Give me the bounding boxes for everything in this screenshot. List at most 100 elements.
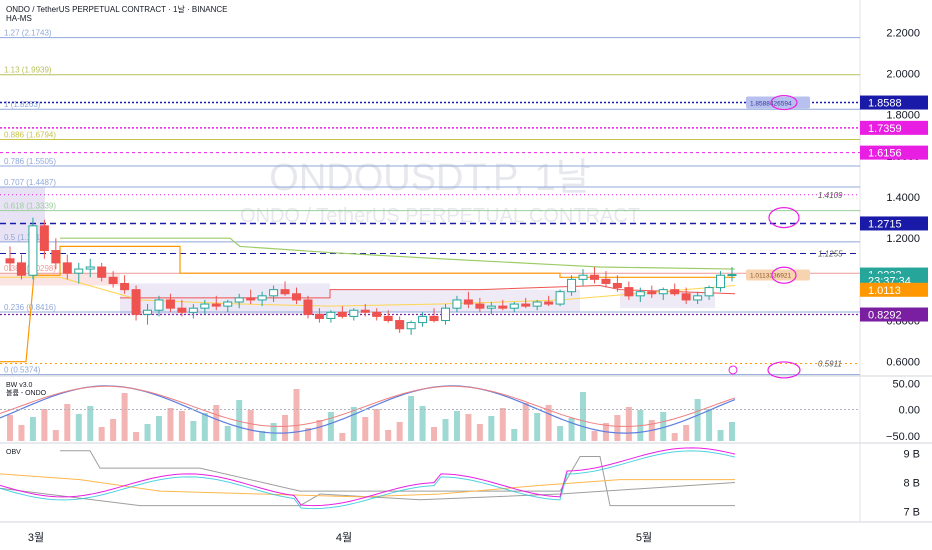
candle-body	[177, 307, 187, 313]
time-axis-label: 5월	[636, 531, 652, 544]
volume-bar	[511, 429, 518, 441]
candle-body	[188, 307, 198, 313]
volume-bar	[683, 425, 690, 441]
volume-bar	[706, 409, 713, 441]
trend-line	[60, 237, 736, 270]
highlight-circle	[767, 361, 801, 379]
obv-line	[0, 447, 736, 507]
fib-level-label: 1 (1.8263)	[4, 100, 41, 109]
volume-bar	[614, 415, 621, 441]
candle-body	[612, 282, 622, 289]
volume-bar	[270, 423, 277, 441]
volume-bar	[568, 418, 575, 441]
candle-body	[257, 295, 267, 301]
candle-body	[303, 299, 313, 315]
candle-body	[647, 291, 657, 295]
candle-body	[727, 274, 737, 277]
volume-bar	[155, 416, 162, 441]
volume-bar	[694, 399, 701, 441]
price-tag: 0.8292	[868, 310, 902, 322]
price-axis-tick: 1.4000	[886, 192, 920, 204]
volume-bar	[557, 426, 564, 441]
candle-body	[337, 311, 347, 317]
volume-bar	[396, 422, 403, 441]
bw-axis-tick: 0.00	[899, 405, 920, 417]
candle-body	[658, 289, 668, 295]
candle-body	[120, 282, 130, 291]
resistance-step-line	[120, 285, 736, 299]
candle-body	[635, 291, 645, 297]
candle-body	[521, 303, 531, 307]
price-tag: 1.8588	[868, 98, 902, 110]
fib-level-label: 0.5 (1.1818)	[4, 233, 47, 242]
price-tag-bg	[860, 307, 928, 322]
volume-bar	[476, 424, 483, 441]
price-axis-tick: 2.2000	[886, 27, 920, 39]
candle-body	[62, 262, 72, 274]
candle-body	[486, 305, 496, 309]
price-tag-bg	[860, 282, 928, 297]
candle-body	[85, 266, 95, 270]
candle-body	[223, 301, 233, 307]
candle-body	[624, 287, 634, 297]
volume-bar	[121, 393, 128, 441]
volume-bar	[499, 408, 506, 441]
candle-body	[693, 295, 703, 301]
volume-bar	[385, 430, 392, 441]
price-tag-bg	[860, 145, 928, 160]
volume-bar	[488, 416, 495, 441]
candle-body	[589, 274, 599, 280]
volume-bar	[350, 407, 357, 441]
candle-body	[326, 311, 336, 319]
obv-axis-tick: 7 B	[903, 506, 920, 518]
volume-bar	[316, 420, 323, 441]
fib-level-label: 0.786 (1.5505)	[4, 157, 56, 166]
volume-bar	[671, 433, 678, 441]
volume-bar	[64, 404, 71, 441]
moving-average-line	[0, 276, 736, 307]
volume-bar	[29, 417, 36, 441]
candle-body	[395, 320, 405, 330]
volume-bar	[580, 392, 587, 441]
obv-axis-tick: 9 B	[903, 449, 920, 461]
candle-body	[108, 276, 118, 284]
candle-body	[349, 309, 359, 317]
chart-title: ONDO / TetherUS PERPETUAL CONTRACT · 1날 …	[6, 5, 228, 14]
price-tag: 1.2715	[868, 218, 902, 230]
volume-bar	[87, 406, 94, 441]
volume-bar	[304, 428, 311, 441]
volume-bar	[133, 432, 140, 441]
fib-level-label: 0.236 (0.8416)	[4, 303, 56, 312]
candle-body	[200, 303, 210, 309]
candle-body	[269, 289, 279, 297]
candle-body	[154, 299, 164, 311]
volume-bar	[373, 409, 380, 441]
volume-bar	[201, 413, 208, 441]
fib-level-label: 0.707 (1.4487)	[4, 178, 56, 187]
box-note: 1.0113336921	[750, 273, 791, 280]
price-tag-bg	[860, 216, 928, 231]
volume-bar	[442, 419, 449, 441]
obv-ma-line	[0, 473, 735, 498]
volume-bar	[7, 415, 13, 441]
bw-signal-line	[0, 385, 736, 427]
volume-bar	[522, 403, 529, 441]
volume-bar	[75, 414, 82, 441]
candle-body	[498, 305, 508, 309]
obv-title: OBV	[6, 449, 21, 456]
candle-body	[211, 303, 221, 307]
shaded-zone	[0, 186, 45, 243]
price-tag: 1.0113	[868, 285, 901, 297]
volume-bar	[419, 406, 426, 441]
volume-bar	[729, 422, 735, 441]
box-note-bg	[746, 269, 810, 281]
volume-bar	[167, 408, 174, 441]
fib-level-label: 0 (0.5374)	[4, 366, 41, 375]
candle-body	[97, 266, 107, 278]
obv-line-2	[0, 450, 736, 510]
volume-bar	[144, 424, 151, 441]
volume-bar	[247, 410, 254, 441]
candle-body	[292, 293, 302, 301]
candle-body	[39, 225, 49, 252]
